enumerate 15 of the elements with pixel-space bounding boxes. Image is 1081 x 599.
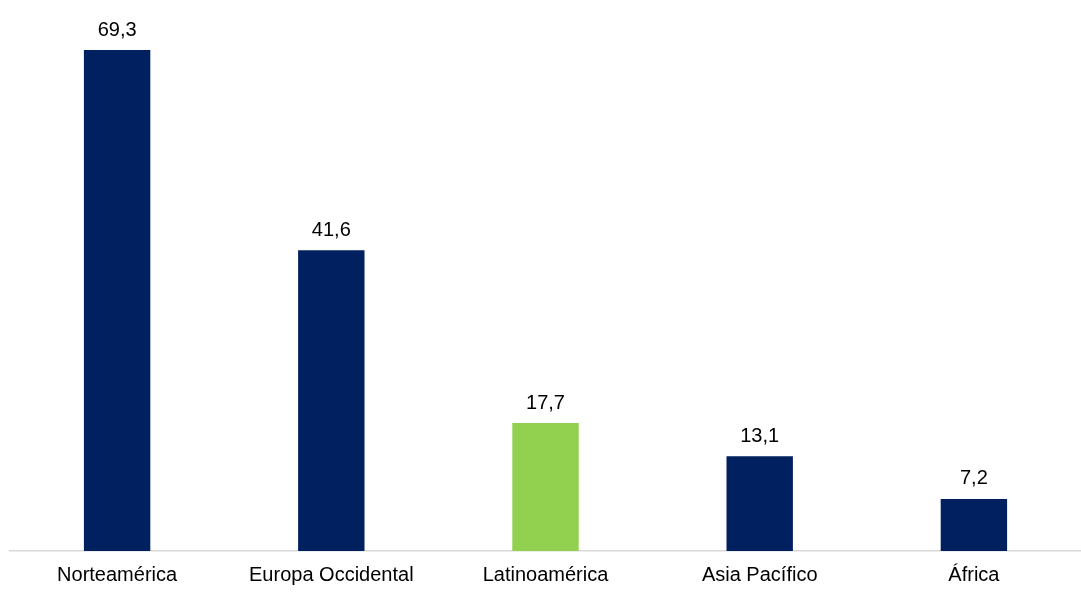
x-tick-label: Latinoamérica	[482, 562, 610, 585]
bar	[940, 498, 1008, 551]
x-tick-label: Europa Occidental	[249, 562, 414, 585]
data-label: 17,7	[526, 390, 565, 413]
x-tick-label: África	[948, 562, 1001, 585]
x-tick-label: Asia Pacífico	[701, 562, 818, 585]
bar	[726, 456, 793, 551]
x-tick-label: Norteamérica	[57, 562, 178, 585]
data-label: 41,6	[311, 217, 351, 240]
bar	[512, 423, 579, 551]
data-label: 7,2	[959, 466, 988, 489]
data-label: 13,1	[740, 423, 780, 446]
data-label: 69,3	[97, 17, 137, 40]
bar	[298, 250, 365, 551]
bar	[83, 50, 151, 551]
